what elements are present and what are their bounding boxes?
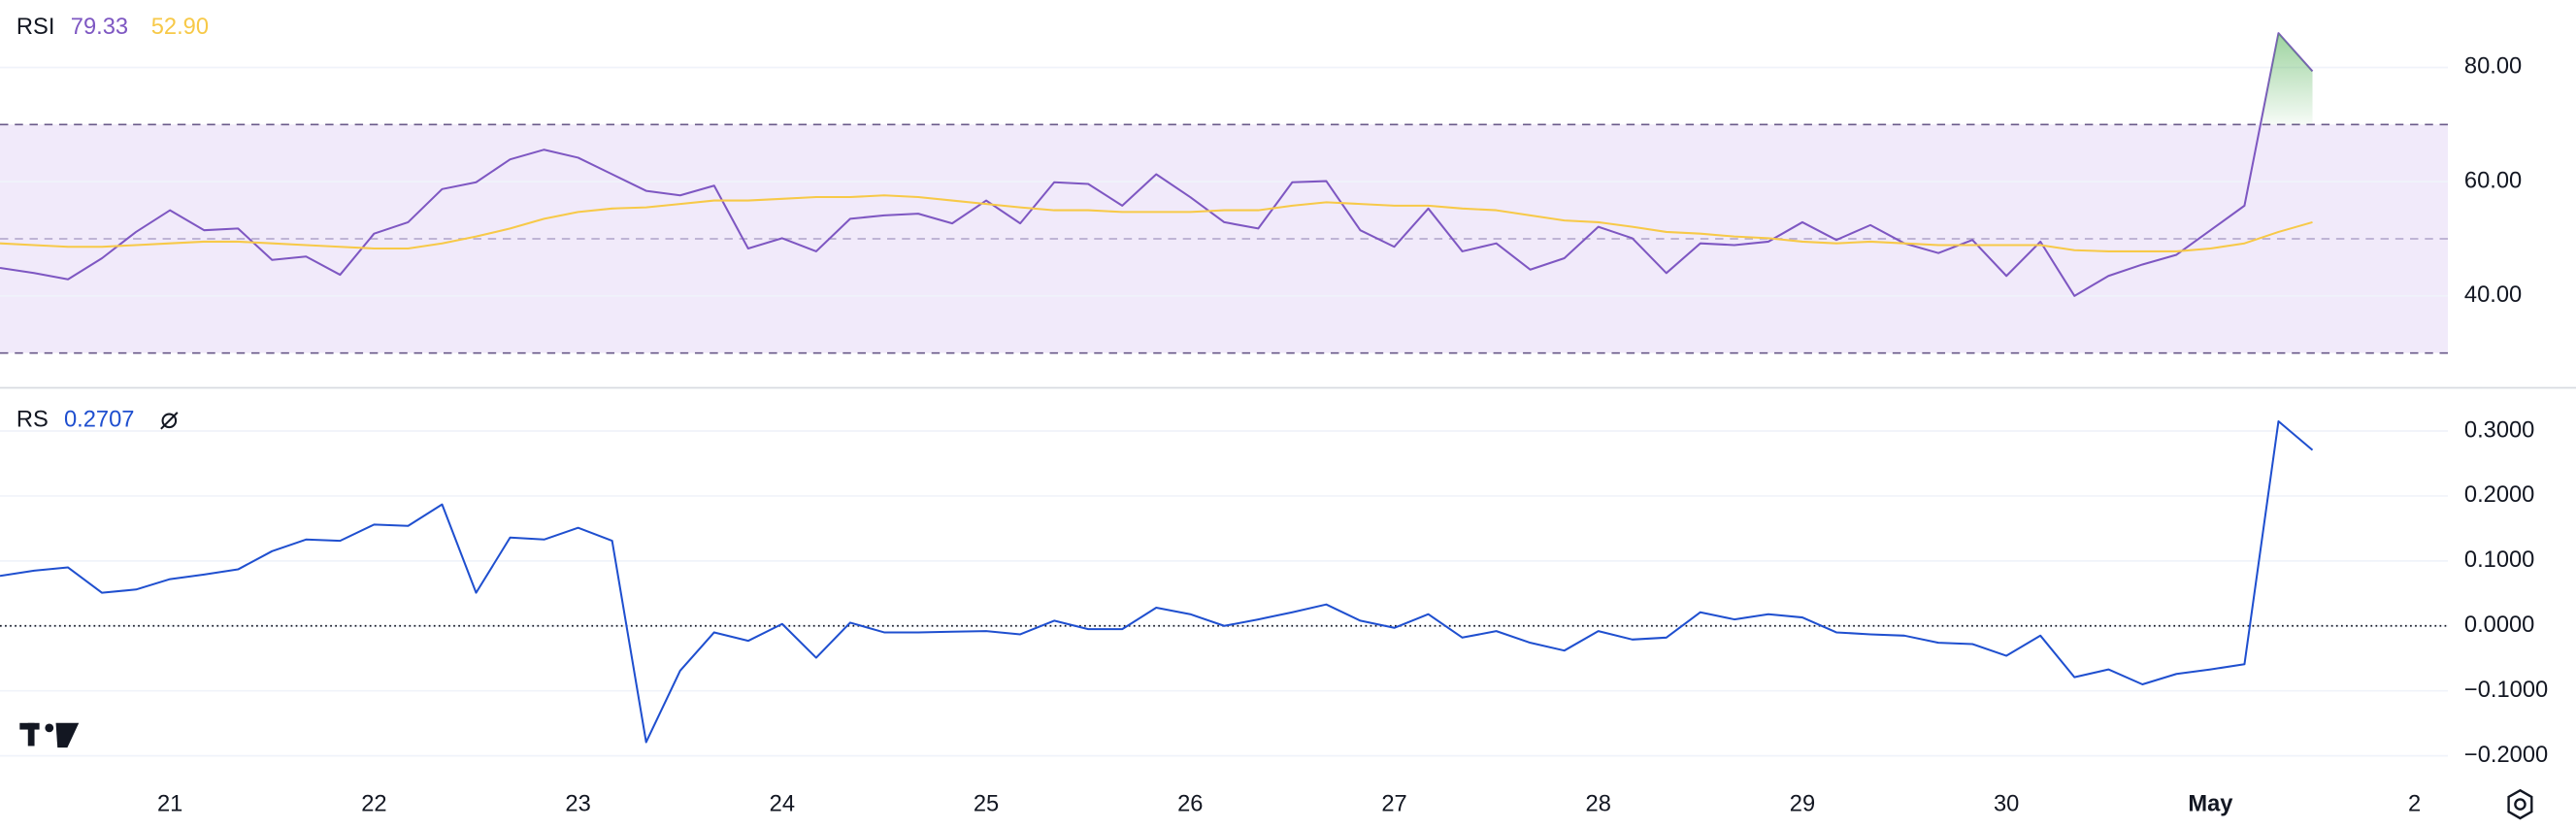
y-tick-label: −0.1000 xyxy=(2464,678,2548,703)
x-tick-label: 23 xyxy=(565,792,590,817)
y-tick-label: 0.2000 xyxy=(2464,482,2534,508)
x-tick-label: 27 xyxy=(1381,792,1406,817)
y-tick-label: 0.1000 xyxy=(2464,547,2534,573)
x-tick-label: 29 xyxy=(1790,792,1815,817)
x-tick-label: May xyxy=(2188,792,2233,817)
y-tick-label: 60.00 xyxy=(2464,168,2522,193)
series-line xyxy=(0,194,2313,252)
series-line xyxy=(0,419,2314,744)
y-tick-label: 80.00 xyxy=(2464,54,2522,80)
x-tick-label: 30 xyxy=(1994,792,2019,817)
hide-icon[interactable] xyxy=(160,412,179,430)
x-tick-label: 28 xyxy=(1586,792,1611,817)
tradingview-logo[interactable] xyxy=(19,722,80,748)
y-tick-label: 0.3000 xyxy=(2464,417,2534,443)
rsi-title: RSI xyxy=(17,15,55,40)
overbought-fill xyxy=(2260,33,2313,125)
x-tick-label: 24 xyxy=(770,792,795,817)
x-tick-label: 2 xyxy=(2408,792,2421,817)
rsi-legend-value: 79.33 xyxy=(71,15,128,40)
series-line xyxy=(0,32,2314,297)
line-layer xyxy=(0,32,2314,744)
level-band xyxy=(0,124,2448,353)
rs-legend-value: 0.2707 xyxy=(64,408,134,433)
background-layer xyxy=(0,124,2448,353)
y-tick-label: 0.0000 xyxy=(2464,613,2534,638)
x-tick-label: 21 xyxy=(157,792,182,817)
settings-icon[interactable] xyxy=(2507,788,2533,820)
x-tick-label: 22 xyxy=(361,792,386,817)
y-tick-label: 40.00 xyxy=(2464,282,2522,308)
y-tick-label: −0.2000 xyxy=(2464,743,2548,768)
x-tick-label: 26 xyxy=(1177,792,1203,817)
rs-title: RS xyxy=(17,408,49,433)
x-tick-label: 25 xyxy=(974,792,999,817)
rsi-ma-legend-value: 52.90 xyxy=(151,15,209,40)
text-layer: 21 22 23 24 25 26 27 28 29 30 May 2 40.00 60.00 80.00 0… xyxy=(157,54,2548,817)
